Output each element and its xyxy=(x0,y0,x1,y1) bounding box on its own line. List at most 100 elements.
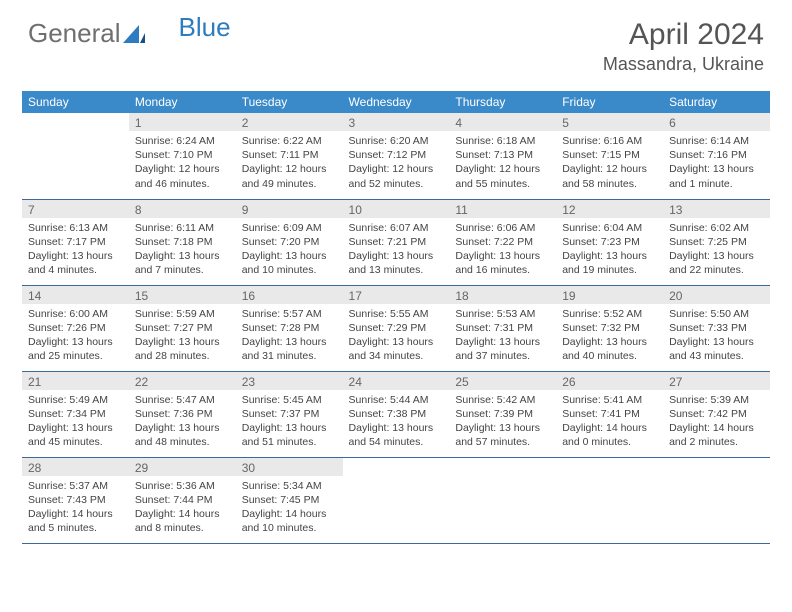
day-number: 12 xyxy=(556,200,663,218)
sunrise-text: Sunrise: 6:16 AM xyxy=(562,134,657,148)
calendar-day-cell: 3Sunrise: 6:20 AMSunset: 7:12 PMDaylight… xyxy=(343,113,450,199)
sunset-text: Sunset: 7:21 PM xyxy=(349,235,444,249)
sunset-text: Sunset: 7:25 PM xyxy=(669,235,764,249)
weekday-header: Friday xyxy=(556,91,663,113)
weekday-header: Sunday xyxy=(22,91,129,113)
sunset-text: Sunset: 7:13 PM xyxy=(455,148,550,162)
day-details: Sunrise: 6:07 AMSunset: 7:21 PMDaylight:… xyxy=(343,218,450,282)
calendar-day-cell: 13Sunrise: 6:02 AMSunset: 7:25 PMDayligh… xyxy=(663,199,770,285)
calendar-day-cell: 20Sunrise: 5:50 AMSunset: 7:33 PMDayligh… xyxy=(663,285,770,371)
sunrise-text: Sunrise: 6:09 AM xyxy=(242,221,337,235)
day-details: Sunrise: 5:44 AMSunset: 7:38 PMDaylight:… xyxy=(343,390,450,454)
day-details: Sunrise: 6:24 AMSunset: 7:10 PMDaylight:… xyxy=(129,131,236,195)
daylight-text: Daylight: 13 hours and 22 minutes. xyxy=(669,249,764,277)
daylight-text: Daylight: 13 hours and 19 minutes. xyxy=(562,249,657,277)
calendar-day-cell: 23Sunrise: 5:45 AMSunset: 7:37 PMDayligh… xyxy=(236,371,343,457)
day-number: 15 xyxy=(129,286,236,304)
day-details: Sunrise: 6:02 AMSunset: 7:25 PMDaylight:… xyxy=(663,218,770,282)
sunset-text: Sunset: 7:20 PM xyxy=(242,235,337,249)
sunrise-text: Sunrise: 5:49 AM xyxy=(28,393,123,407)
day-number: 27 xyxy=(663,372,770,390)
day-details: Sunrise: 5:52 AMSunset: 7:32 PMDaylight:… xyxy=(556,304,663,368)
sunrise-text: Sunrise: 5:59 AM xyxy=(135,307,230,321)
day-number: 13 xyxy=(663,200,770,218)
sunset-text: Sunset: 7:41 PM xyxy=(562,407,657,421)
day-number: 20 xyxy=(663,286,770,304)
sunset-text: Sunset: 7:44 PM xyxy=(135,493,230,507)
sunrise-text: Sunrise: 5:42 AM xyxy=(455,393,550,407)
calendar-day-cell: 12 Sunrise: 6:04 AMSunset: 7:23 PMDayligh… xyxy=(556,199,663,285)
day-number: 7 xyxy=(22,200,129,218)
sunset-text: Sunset: 7:17 PM xyxy=(28,235,123,249)
month-title: April 2024 xyxy=(603,18,764,52)
day-number: 29 xyxy=(129,458,236,476)
sunrise-text: Sunrise: 6:20 AM xyxy=(349,134,444,148)
calendar-day-cell: 22Sunrise: 5:47 AMSunset: 7:36 PMDayligh… xyxy=(129,371,236,457)
day-number: 8 xyxy=(129,200,236,218)
sunrise-text: Sunrise: 6:02 AM xyxy=(669,221,764,235)
calendar-week-row: 7 Sunrise: 6:13 AMSunset: 7:17 PM Daylight… xyxy=(22,199,770,285)
daylight-text: Daylight: 13 hours and 48 minutes. xyxy=(135,421,230,449)
sunset-text: Sunset: 7:28 PM xyxy=(242,321,337,335)
day-details: Sunrise: 5:37 AMSunset: 7:43 PMDaylight:… xyxy=(22,476,129,540)
sunrise-text: Sunrise: 5:39 AM xyxy=(669,393,764,407)
day-number: 26 xyxy=(556,372,663,390)
sunset-text: Sunset: 7:39 PM xyxy=(455,407,550,421)
calendar-day-cell: 24Sunrise: 5:44 AMSunset: 7:38 PMDayligh… xyxy=(343,371,450,457)
calendar-day-cell: 19Sunrise: 5:52 AMSunset: 7:32 PMDayligh… xyxy=(556,285,663,371)
day-details: Sunrise: 6:20 AMSunset: 7:12 PMDaylight:… xyxy=(343,131,450,195)
calendar-day-cell: 26Sunrise: 5:41 AMSunset: 7:41 PMDayligh… xyxy=(556,371,663,457)
sunrise-text: Sunrise: 5:55 AM xyxy=(349,307,444,321)
weekday-header: Saturday xyxy=(663,91,770,113)
day-details: Sunrise: 5:34 AMSunset: 7:45 PMDaylight:… xyxy=(236,476,343,540)
sunrise-text: Sunrise: 6:11 AM xyxy=(135,221,230,235)
day-details: Sunrise: 5:36 AMSunset: 7:44 PMDaylight:… xyxy=(129,476,236,540)
day-details: Sunrise: 5:57 AMSunset: 7:28 PMDaylight:… xyxy=(236,304,343,368)
day-details: Sunrise: 6:09 AMSunset: 7:20 PMDaylight:… xyxy=(236,218,343,282)
sunset-text: Sunset: 7:10 PM xyxy=(135,148,230,162)
sunset-text: Sunset: 7:32 PM xyxy=(562,321,657,335)
weekday-header: Tuesday xyxy=(236,91,343,113)
sunrise-text: Sunrise: 6:07 AM xyxy=(349,221,444,235)
calendar-day-cell xyxy=(449,457,556,543)
day-details: Sunrise: 6:06 AMSunset: 7:22 PMDaylight:… xyxy=(449,218,556,282)
calendar-day-cell: 1Sunrise: 6:24 AMSunset: 7:10 PMDaylight… xyxy=(129,113,236,199)
sunrise-text: Sunrise: 5:52 AM xyxy=(562,307,657,321)
day-number: 2 xyxy=(236,113,343,131)
weekday-header: Wednesday xyxy=(343,91,450,113)
sunset-text: Sunset: 7:31 PM xyxy=(455,321,550,335)
weekday-header: Thursday xyxy=(449,91,556,113)
day-number: 23 xyxy=(236,372,343,390)
day-details: Sunrise: 6:18 AMSunset: 7:13 PMDaylight:… xyxy=(449,131,556,195)
day-number: 21 xyxy=(22,372,129,390)
sunset-text: Sunset: 7:23 PM xyxy=(562,235,657,249)
sunset-text: Sunset: 7:16 PM xyxy=(669,148,764,162)
sunset-text: Sunset: 7:22 PM xyxy=(455,235,550,249)
sunrise-text: Sunrise: 5:53 AM xyxy=(455,307,550,321)
sunset-text: Sunset: 7:26 PM xyxy=(28,321,123,335)
calendar-day-cell: 30Sunrise: 5:34 AMSunset: 7:45 PMDayligh… xyxy=(236,457,343,543)
sunset-text: Sunset: 7:29 PM xyxy=(349,321,444,335)
sunrise-text: Sunrise: 5:45 AM xyxy=(242,393,337,407)
sunrise-text: Sunrise: 6:24 AM xyxy=(135,134,230,148)
calendar-day-cell: 17Sunrise: 5:55 AMSunset: 7:29 PMDayligh… xyxy=(343,285,450,371)
calendar-day-cell xyxy=(343,457,450,543)
daylight-text: Daylight: 12 hours and 49 minutes. xyxy=(242,162,337,190)
day-details: Sunrise: 5:47 AMSunset: 7:36 PMDaylight:… xyxy=(129,390,236,454)
sunrise-text: Sunrise: 6:04 AM xyxy=(562,221,657,235)
day-number: 25 xyxy=(449,372,556,390)
sunrise-text: Sunrise: 6:13 AM xyxy=(28,221,123,235)
day-number: 3 xyxy=(343,113,450,131)
daylight-text: Daylight: 13 hours and 31 minutes. xyxy=(242,335,337,363)
daylight-text: Daylight: 12 hours and 52 minutes. xyxy=(349,162,444,190)
weekday-header: Monday xyxy=(129,91,236,113)
logo: General Blue xyxy=(28,18,197,49)
daylight-text: Daylight: 12 hours and 46 minutes. xyxy=(135,162,230,190)
calendar-day-cell: 15Sunrise: 5:59 AMSunset: 7:27 PMDayligh… xyxy=(129,285,236,371)
calendar-day-cell: 2Sunrise: 6:22 AMSunset: 7:11 PMDaylight… xyxy=(236,113,343,199)
day-number xyxy=(449,458,556,476)
calendar-day-cell: 5Sunrise: 6:16 AMSunset: 7:15 PMDaylight… xyxy=(556,113,663,199)
day-details: Sunrise: 5:53 AMSunset: 7:31 PMDaylight:… xyxy=(449,304,556,368)
calendar-day-cell: 27Sunrise: 5:39 AMSunset: 7:42 PMDayligh… xyxy=(663,371,770,457)
day-number: 14 xyxy=(22,286,129,304)
